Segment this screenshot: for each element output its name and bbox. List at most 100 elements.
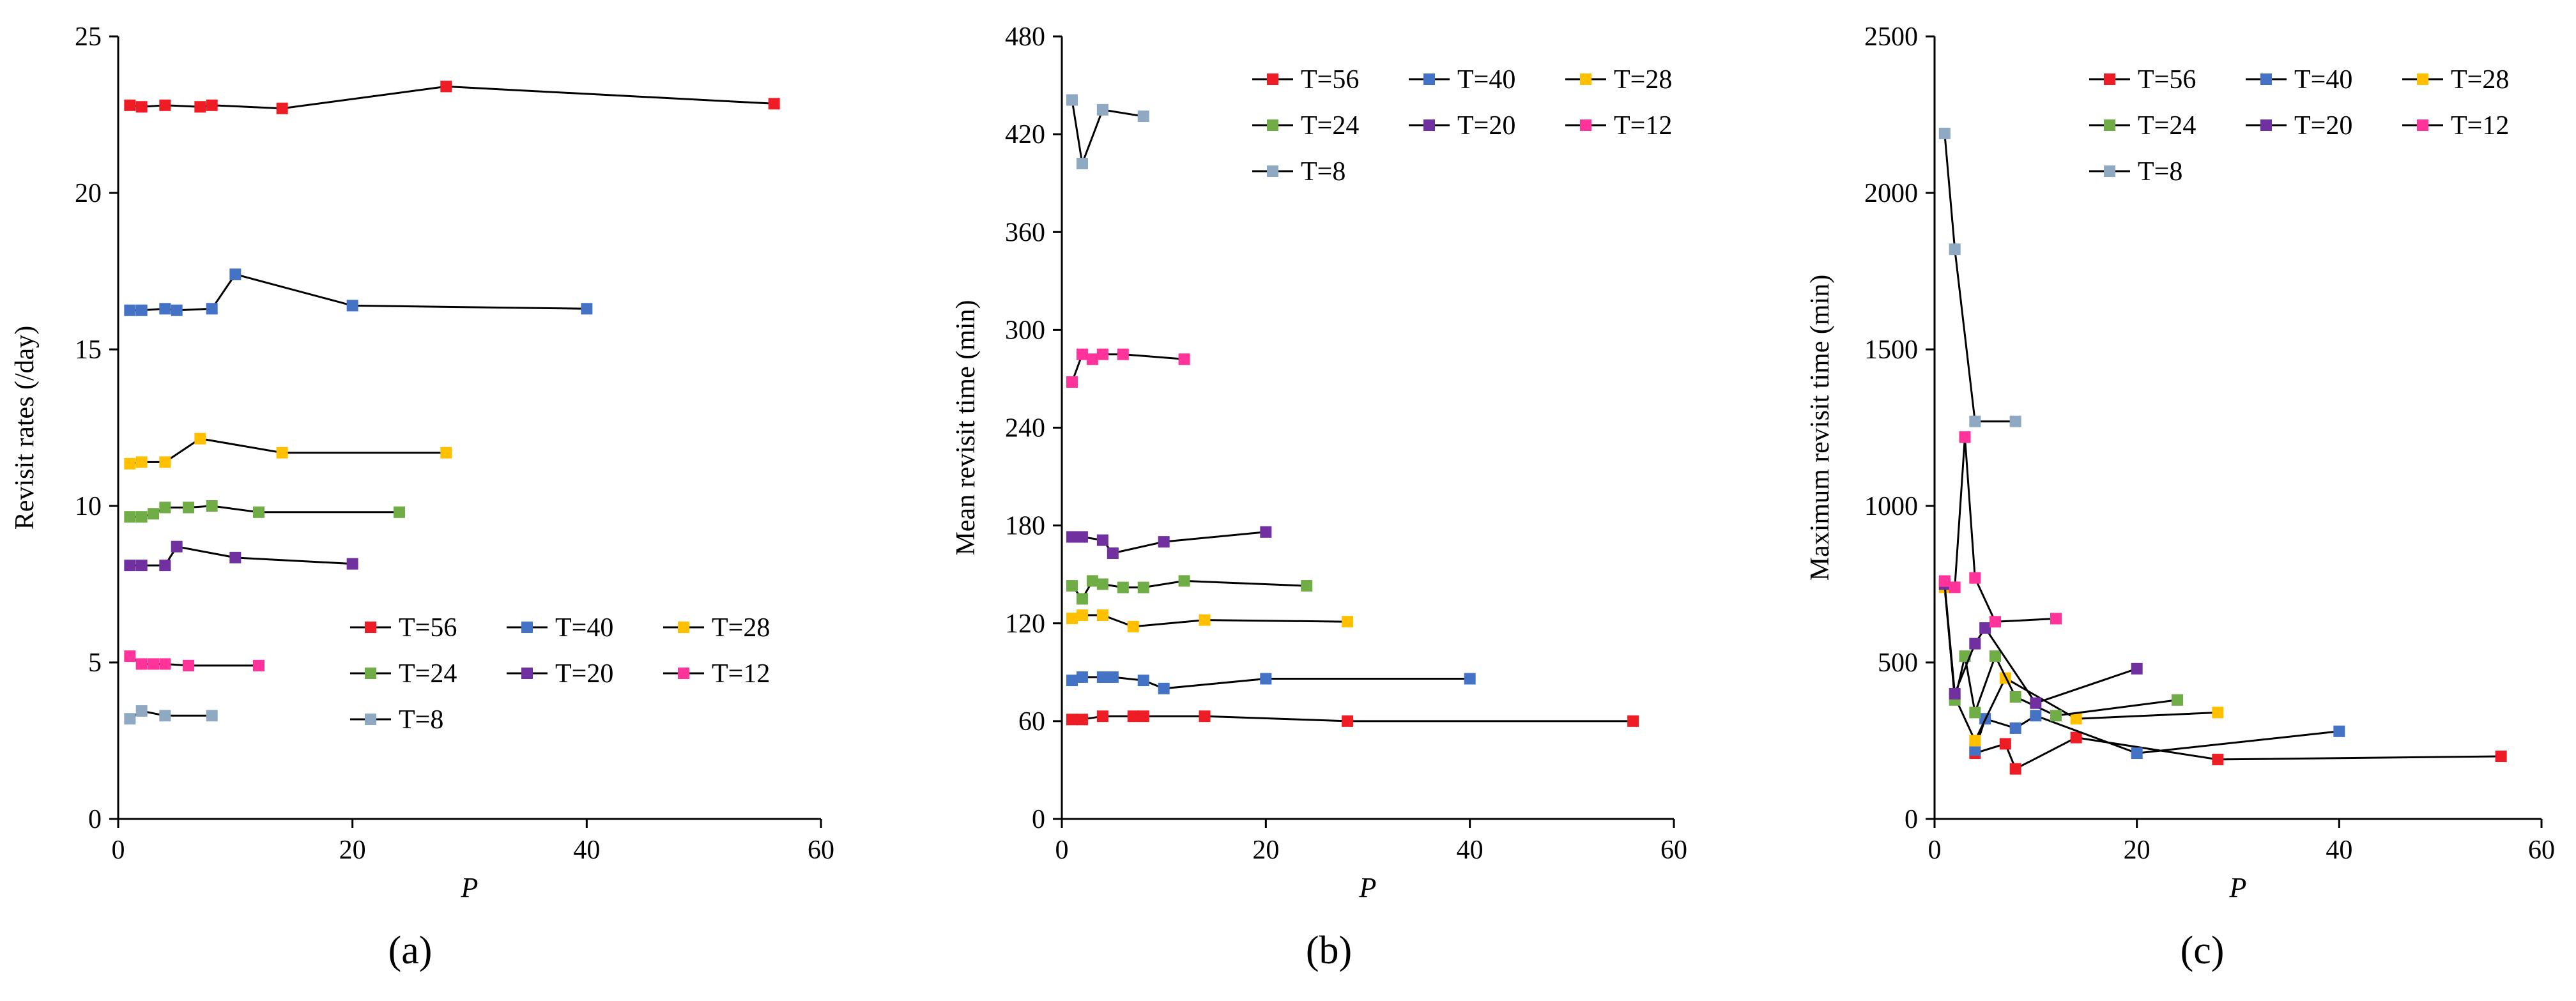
- y-tick-label: 0: [1032, 805, 1045, 834]
- y-tick-label: 480: [1005, 22, 1045, 52]
- data-point: [1066, 376, 1078, 388]
- data-point: [2212, 753, 2224, 765]
- data-point: [1301, 580, 1313, 592]
- legend-marker: [2104, 73, 2115, 85]
- data-point: [1117, 348, 1129, 360]
- y-tick-label: 10: [75, 492, 102, 521]
- y-axis-title: Maximum revisit time (min): [1805, 275, 1835, 581]
- legend-label: T=28: [2451, 65, 2509, 95]
- data-point: [253, 659, 264, 671]
- series-t-12: [1938, 431, 2062, 628]
- x-tick-label: 60: [808, 836, 834, 865]
- series-t-12: [1066, 348, 1190, 388]
- data-point: [1096, 578, 1108, 590]
- data-point: [1066, 714, 1078, 726]
- y-tick-label: 180: [1005, 512, 1045, 541]
- data-point: [1076, 348, 1088, 360]
- data-point: [581, 303, 593, 315]
- data-point: [135, 304, 148, 316]
- data-point: [124, 713, 136, 725]
- legend-marker: [1267, 165, 1278, 177]
- series-t-20: [1066, 526, 1272, 560]
- data-point: [2070, 713, 2082, 725]
- y-tick-label: 1000: [1864, 492, 1918, 521]
- data-point: [2030, 710, 2042, 722]
- legend-marker: [2260, 119, 2272, 131]
- legend-label: T=12: [1614, 111, 1672, 141]
- data-point: [2070, 731, 2082, 744]
- legend-label: T=40: [2294, 65, 2352, 95]
- legend-marker: [1580, 73, 1591, 85]
- y-tick-label: 60: [1018, 707, 1045, 737]
- y-tick-label: 1500: [1864, 335, 1918, 365]
- legend-label: T=28: [712, 613, 770, 643]
- data-point: [148, 508, 159, 520]
- data-point: [194, 432, 206, 445]
- series-t-20: [124, 540, 358, 572]
- legend-marker: [1580, 119, 1591, 131]
- legend-label: T=40: [555, 613, 613, 643]
- y-tick-label: 360: [1005, 218, 1045, 247]
- x-tick-label: 40: [1457, 836, 1483, 865]
- legend-label: T=8: [399, 705, 443, 735]
- legend-marker: [1267, 73, 1278, 85]
- data-point: [1066, 675, 1078, 687]
- legend-label: T=8: [1301, 157, 1346, 187]
- data-point: [159, 99, 171, 111]
- series-line: [1943, 584, 2178, 717]
- y-tick-label: 240: [1005, 414, 1045, 443]
- chart-panel-c: 0 500 1000 1500 2000 2500 0 20 40 60 P Maximum revi…: [1805, 22, 2555, 972]
- data-point: [135, 705, 148, 717]
- data-point: [1999, 738, 2011, 750]
- chart-panel-a: 0 5 10 15 20 25 0 20 40 60 P Revisit rates (/day) (a…: [10, 22, 834, 972]
- data-point: [206, 303, 218, 315]
- data-point: [171, 540, 183, 553]
- data-point: [1107, 671, 1119, 683]
- y-tick-label: 0: [1905, 805, 1918, 834]
- legend-label: T=24: [399, 659, 457, 689]
- y-tick-label: 0: [88, 805, 102, 834]
- series-line: [1943, 133, 2016, 423]
- data-point: [768, 98, 780, 110]
- data-point: [1949, 688, 1961, 699]
- data-point: [1066, 531, 1078, 543]
- y-tick-label: 5: [88, 648, 102, 678]
- data-point: [1178, 353, 1190, 365]
- legend-label: T=20: [555, 659, 613, 689]
- data-point: [1096, 609, 1108, 621]
- data-point: [1066, 613, 1078, 625]
- data-point: [1076, 593, 1088, 605]
- data-point: [1137, 581, 1149, 593]
- data-point: [1949, 243, 1961, 256]
- y-tick-label: 20: [75, 179, 102, 208]
- data-point: [440, 447, 452, 459]
- y-tick-label: 420: [1005, 120, 1045, 149]
- legend-marker: [2104, 165, 2115, 177]
- legend: T=56 T=40 T=28 T=24 T=20 T=12 T=8: [2089, 65, 2509, 187]
- x-tick-label: 0: [1928, 836, 1942, 865]
- data-point: [2212, 707, 2224, 719]
- data-point: [1969, 415, 1981, 427]
- legend-marker: [2104, 119, 2115, 131]
- legend-label: T=56: [2138, 65, 2196, 95]
- series-line: [130, 438, 447, 465]
- data-point: [1989, 616, 2001, 628]
- data-point: [1158, 536, 1170, 548]
- data-point: [440, 80, 452, 93]
- y-tick-label: 25: [75, 22, 102, 52]
- data-point: [1127, 620, 1139, 632]
- x-axis-title: P: [1359, 872, 1377, 903]
- data-point: [1260, 526, 1272, 538]
- y-tick-label: 2500: [1864, 22, 1918, 52]
- y-tick-label: 120: [1005, 609, 1045, 639]
- data-point: [1076, 609, 1088, 621]
- data-point: [206, 99, 218, 111]
- data-point: [1076, 158, 1088, 170]
- data-point: [1464, 673, 1476, 685]
- data-point: [124, 457, 136, 470]
- data-point: [1342, 616, 1354, 628]
- series-t-28: [1066, 609, 1354, 632]
- series-t-40: [124, 268, 593, 316]
- series-t-40: [1066, 671, 1476, 694]
- data-point: [253, 506, 264, 518]
